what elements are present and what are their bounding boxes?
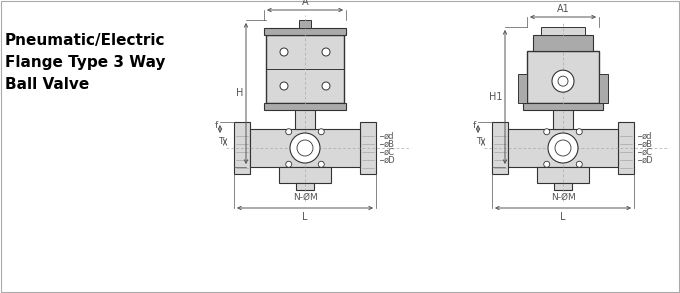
Text: øD: øD [642, 156, 653, 164]
Circle shape [544, 161, 549, 167]
Bar [618, 122, 634, 174]
Circle shape [280, 48, 288, 56]
Circle shape [552, 70, 574, 92]
Bar [555, 103, 571, 108]
Text: øC: øC [384, 147, 395, 156]
Circle shape [544, 129, 549, 135]
Bar [279, 167, 331, 183]
Bar [527, 51, 599, 103]
Bar [360, 122, 376, 174]
Circle shape [318, 129, 324, 135]
Circle shape [555, 140, 571, 156]
Bar [553, 107, 573, 129]
Circle shape [297, 140, 313, 156]
Bar [599, 74, 608, 103]
Text: H: H [236, 88, 243, 98]
Text: f: f [473, 122, 476, 130]
Circle shape [280, 82, 288, 90]
Text: ød: ød [384, 132, 394, 141]
Text: øC: øC [642, 147, 653, 156]
Circle shape [548, 133, 578, 163]
Bar [541, 27, 585, 35]
Bar [295, 107, 315, 129]
Text: N-ØM: N-ØM [292, 193, 318, 202]
Text: ød: ød [642, 132, 653, 141]
Circle shape [290, 133, 320, 163]
Bar [297, 103, 313, 108]
Bar [296, 183, 314, 190]
Text: T: T [218, 137, 223, 146]
Bar [554, 183, 572, 190]
Text: øD: øD [384, 156, 396, 164]
Bar [266, 35, 344, 103]
Bar [508, 129, 618, 167]
Bar [264, 103, 346, 110]
Bar [537, 167, 589, 183]
Bar [523, 103, 603, 110]
Text: øB: øB [642, 139, 653, 149]
Bar [250, 129, 360, 167]
Bar [234, 122, 250, 174]
Circle shape [286, 129, 292, 135]
Bar [492, 122, 508, 174]
Circle shape [576, 161, 582, 167]
Text: øB: øB [384, 139, 395, 149]
Text: f: f [215, 122, 218, 130]
Circle shape [558, 76, 568, 86]
Text: N-ØM: N-ØM [551, 193, 575, 202]
Circle shape [286, 161, 292, 167]
Circle shape [322, 48, 330, 56]
Circle shape [318, 161, 324, 167]
Text: Pneumatic/Electric
Flange Type 3 Way
Ball Valve: Pneumatic/Electric Flange Type 3 Way Bal… [5, 33, 165, 92]
Text: A1: A1 [557, 4, 569, 14]
Text: A: A [302, 0, 308, 7]
Text: L: L [302, 212, 308, 222]
Text: L: L [560, 212, 566, 222]
Bar [264, 28, 346, 35]
Bar [533, 35, 593, 51]
Circle shape [322, 82, 330, 90]
Bar [299, 20, 311, 28]
Text: H1: H1 [488, 92, 502, 102]
Bar [518, 74, 527, 103]
Text: T: T [475, 137, 481, 146]
Circle shape [576, 129, 582, 135]
